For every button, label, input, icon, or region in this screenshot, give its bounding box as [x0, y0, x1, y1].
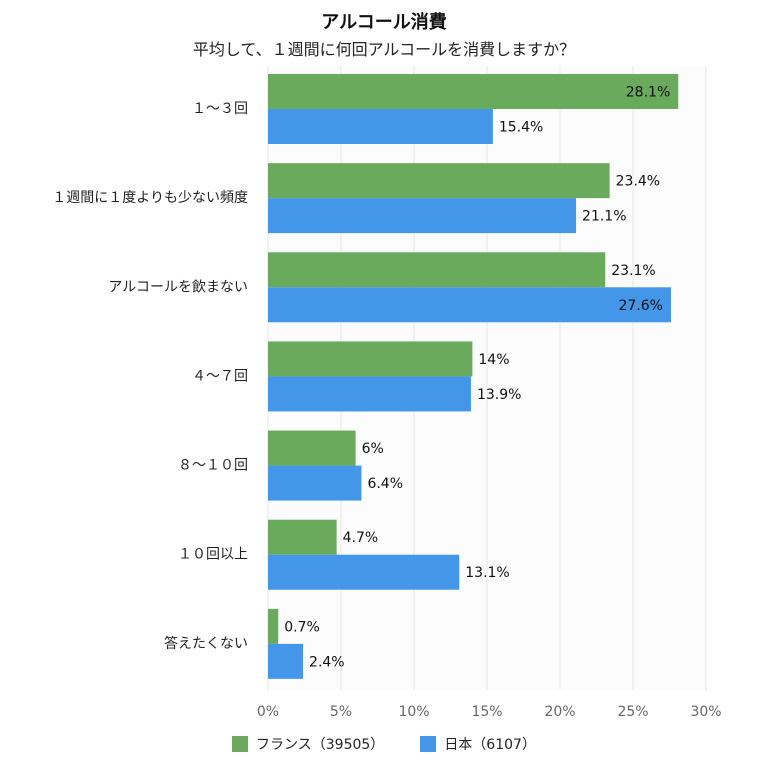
category-label: １〜３回 — [192, 101, 248, 117]
x-tick-label: 30% — [690, 704, 721, 720]
data-label: 23.1% — [611, 263, 655, 279]
data-label: 14% — [478, 352, 509, 368]
data-label: 13.1% — [465, 565, 509, 581]
bar-chart: 0% 5% 10% 15% 20% 25% 30% １〜３回 28.1% 15.4% １週間に１度よ… — [52, 66, 722, 720]
bar-france — [268, 341, 473, 377]
chart-title: アルコール消費 — [321, 12, 447, 33]
data-label: 15.4% — [499, 120, 543, 136]
data-label: 13.9% — [477, 387, 521, 403]
bar-france — [268, 519, 337, 555]
bar-france — [268, 608, 279, 644]
category-label: ４〜７回 — [192, 368, 248, 384]
data-label: 27.6% — [618, 298, 662, 314]
bar-japan — [268, 465, 362, 501]
chart-subtitle: 平均して、１週間に何回アルコールを消費しますか？ — [192, 40, 576, 59]
data-label: 21.1% — [582, 209, 626, 225]
x-tick-label: 10% — [398, 704, 429, 720]
bar-france — [268, 74, 679, 109]
category-label: ８〜１０回 — [178, 458, 248, 474]
data-label: 2.4% — [309, 654, 345, 670]
bar-japan — [268, 109, 493, 144]
x-tick-label: 5% — [330, 704, 352, 720]
data-label: 28.1% — [626, 85, 670, 101]
legend-label-france: フランス（39505） — [256, 737, 385, 753]
data-label: 6.4% — [367, 476, 403, 492]
data-label: 4.7% — [343, 530, 379, 546]
category-label: １週間に１度よりも少ない頻度 — [52, 190, 248, 206]
data-label: 6% — [362, 441, 384, 457]
category-label: １０回以上 — [178, 547, 248, 563]
bar-japan — [268, 198, 577, 234]
bar-france — [268, 430, 356, 466]
category-label: 答えたくない — [164, 635, 248, 652]
bar-japan — [268, 376, 471, 412]
bar-japan — [268, 554, 460, 590]
category-label: アルコールを飲まない — [108, 279, 248, 295]
legend-swatch-japan — [420, 736, 437, 752]
x-tick-label: 25% — [617, 704, 648, 720]
chart-legend: フランス（39505） 日本（6107） — [0, 734, 768, 754]
x-tick-label: 20% — [544, 704, 575, 720]
bar-japan — [268, 643, 304, 679]
legend-item-japan[interactable]: 日本（6107） — [420, 734, 536, 754]
x-tick-label: 15% — [471, 704, 502, 720]
legend-item-france[interactable]: フランス（39505） — [232, 734, 384, 754]
x-tick-label: 0% — [257, 704, 279, 720]
bar-japan — [268, 287, 671, 323]
legend-label-japan: 日本（6107） — [444, 737, 536, 753]
bar-france — [268, 163, 610, 199]
bar-france — [268, 252, 606, 288]
legend-swatch-france — [232, 736, 249, 752]
data-label: 0.7% — [284, 619, 320, 635]
data-label: 23.4% — [616, 174, 660, 190]
